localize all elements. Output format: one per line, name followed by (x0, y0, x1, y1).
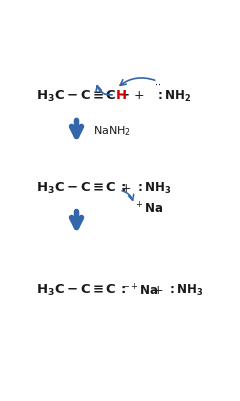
Text: $\mathbf{:NH_3}$: $\mathbf{:NH_3}$ (167, 283, 203, 298)
Text: $\mathrm{NaNH_2}$: $\mathrm{NaNH_2}$ (93, 125, 131, 138)
Text: $+$: $+$ (152, 284, 163, 297)
Text: $\mathbf{H_3C-C{\equiv}C\,:}$: $\mathbf{H_3C-C{\equiv}C\,:}$ (36, 181, 126, 196)
Text: $\mathbf{:NH_2}$: $\mathbf{:NH_2}$ (155, 89, 191, 103)
Text: $+$: $+$ (120, 182, 132, 195)
Text: $\mathbf{H_3C-C{\equiv}C\,:}$: $\mathbf{H_3C-C{\equiv}C\,:}$ (36, 283, 126, 298)
Text: $\mathbf{H_3C-C{\equiv}C-}$: $\mathbf{H_3C-C{\equiv}C-}$ (36, 89, 130, 103)
Text: $\mathbf{H}$: $\mathbf{H}$ (115, 89, 126, 103)
Text: $+$: $+$ (133, 89, 144, 103)
Text: $^{-+}\mathbf{Na}$: $^{-+}\mathbf{Na}$ (122, 283, 158, 298)
Text: $\mathbf{:NH_3}$: $\mathbf{:NH_3}$ (135, 181, 171, 196)
Text: $^+\mathbf{Na}$: $^+\mathbf{Na}$ (134, 201, 164, 216)
Text: $\cdot\!\cdot$: $\cdot\!\cdot$ (154, 79, 161, 89)
